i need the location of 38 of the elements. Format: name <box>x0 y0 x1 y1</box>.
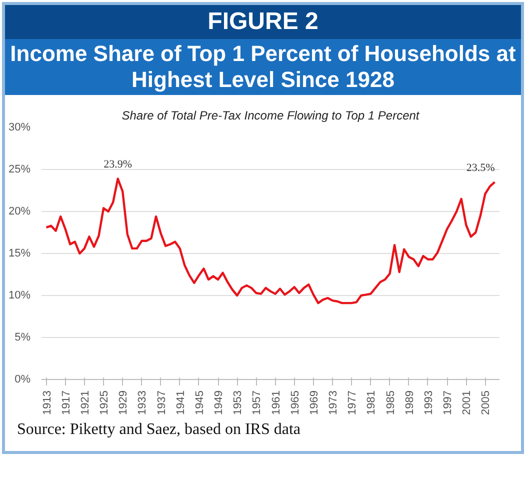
line-series <box>45 178 496 304</box>
y-tick-label: 30% <box>8 122 31 134</box>
x-tick-label: 1949 <box>213 390 226 415</box>
x-tick-label: 1961 <box>270 390 282 415</box>
x-tick-label: 1941 <box>174 390 187 415</box>
x-tick-label: 1929 <box>118 390 130 415</box>
x-tick-label: 1965 <box>289 390 302 415</box>
x-tick-label: 1917 <box>60 390 72 415</box>
x-tick-label: 1953 <box>232 390 244 415</box>
chart-title: Income Share of Top 1 Percent of Households at Highest Level Since 1928 <box>5 39 521 95</box>
y-tick-label: 25% <box>8 164 31 176</box>
y-tick-label: 20% <box>8 206 31 218</box>
x-tick-label: 1969 <box>308 390 320 415</box>
x-tick-label: 1913 <box>41 390 54 415</box>
data-label: 23.5% <box>466 162 495 174</box>
y-tick-label: 0% <box>14 374 31 386</box>
x-tick-label: 1937 <box>156 390 168 415</box>
x-tick-label: 1993 <box>422 390 435 415</box>
x-tick-label: 1997 <box>442 390 454 415</box>
x-tick-label: 1977 <box>346 390 359 415</box>
source-note: Source: Piketty and Saez, based on IRS data <box>16 420 302 440</box>
y-tick-label: 10% <box>8 290 31 302</box>
x-tick-label: 1989 <box>404 390 416 415</box>
x-tick-label: 2005 <box>480 390 492 415</box>
y-tick-label: 15% <box>8 248 31 260</box>
x-tick-label: 1921 <box>79 390 92 415</box>
caption: FIGURE 2 <box>5 5 521 39</box>
x-tick-label: 1985 <box>384 390 397 415</box>
x-tick-label: 1925 <box>98 390 111 415</box>
chart-subtitle: Share of Total Pre-Tax Income Flowing to Top 1 Percent <box>122 108 420 122</box>
x-tick-label: 1933 <box>136 390 149 415</box>
y-tick-label: 5% <box>14 332 31 344</box>
x-tick-label: 1973 <box>328 390 340 415</box>
x-tick-label: 2001 <box>461 390 474 415</box>
data-label: 23.9% <box>104 158 132 171</box>
x-tick-label: 1981 <box>366 390 378 415</box>
x-tick-label: 1945 <box>194 390 206 415</box>
x-tick-label: 1957 <box>251 390 264 415</box>
